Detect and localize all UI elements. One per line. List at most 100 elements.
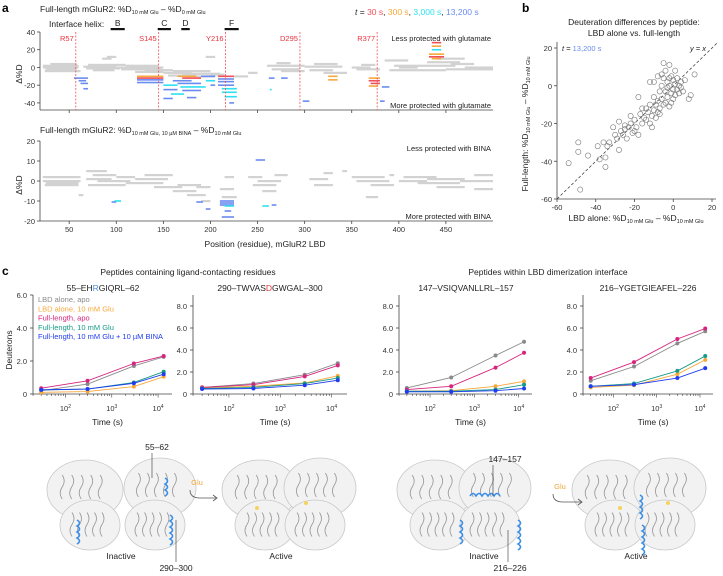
peptide-bar-significant — [217, 80, 235, 83]
scatter-point — [662, 88, 669, 95]
series-point — [131, 381, 136, 386]
panel-b-xlabel: LBD alone: %D10 mM Glu – %D10 mM Glu — [568, 213, 703, 225]
title-highlight-residue: D — [266, 283, 272, 293]
helix-cartoon — [507, 472, 512, 498]
y-tick-label: 2.0 — [567, 368, 577, 377]
peptide-bar-gray — [102, 57, 112, 60]
helix-cartoon — [244, 512, 250, 537]
series-point — [200, 387, 205, 392]
x-tick-label: 200 — [204, 225, 217, 234]
x-tick-label: 100 — [110, 225, 123, 234]
x-tick-label: 400 — [393, 225, 406, 234]
helix-cartoon — [674, 512, 680, 537]
helix-cartoon — [172, 472, 177, 498]
peptide-bar-gray — [88, 184, 126, 187]
scatter-point — [594, 143, 601, 150]
peptide-bar-significant — [281, 77, 288, 79]
interface-helix-name: C — [161, 18, 167, 28]
struct-label-216-226: 216–226 — [493, 563, 526, 573]
peptide-bar-significant — [137, 81, 164, 84]
scatter-point — [641, 114, 648, 121]
x-tick-label: 103 — [275, 404, 286, 413]
helix-cartoon — [469, 512, 475, 537]
tick-base: 10 — [326, 404, 334, 413]
series-line — [590, 330, 706, 382]
helix-cartoon — [617, 512, 622, 537]
peptide-bar-gray — [309, 69, 333, 72]
peptide-bar-gray — [266, 64, 305, 67]
peptide-bar-gray — [86, 178, 112, 181]
helix-cartoon — [427, 512, 432, 537]
glutamate-ligand — [255, 506, 259, 510]
title-pre: 55–EH — [67, 283, 93, 293]
peptide-bar-gray — [120, 68, 162, 71]
panel-b-time: t = 13,200 s — [562, 44, 602, 53]
tick-base: 10 — [106, 404, 114, 413]
interface-helix-bar — [224, 28, 239, 31]
state-active-1: Active — [269, 551, 292, 561]
struct-label-290-300: 290–300 — [159, 563, 192, 573]
scatter-point — [565, 160, 572, 167]
helix-cartoon — [664, 472, 669, 498]
tick-exponent: 4 — [161, 404, 164, 410]
peptide-bar-gray — [97, 180, 131, 183]
interface-helix-name: B — [115, 18, 121, 28]
panel-a-bottom-title: Full-length mGluR2: %D10 mM Glu, 10 µM B… — [40, 125, 241, 137]
protein-domain-cartoon — [284, 499, 346, 551]
peptide-bar-significant — [269, 88, 272, 91]
peptide-bar-significant — [328, 79, 338, 81]
x-axis-label: Time (s) — [92, 417, 123, 427]
scatter-point — [660, 101, 667, 108]
peptide-bar-significant — [379, 100, 385, 102]
y-tick-label: 0 — [389, 390, 393, 399]
scatter-point — [639, 105, 646, 112]
peptide-bar-gray — [403, 176, 437, 179]
scatter-point — [575, 148, 582, 155]
peptide-bar-gray — [78, 194, 84, 197]
scatter-point — [672, 80, 679, 87]
peptide-bar-significant — [186, 96, 197, 99]
highlighted-helix — [516, 519, 522, 551]
scatter-point — [670, 96, 677, 102]
legend-entry: LBD alone, apo — [38, 295, 90, 304]
protein-domain-cartoon — [634, 499, 696, 551]
scatter-point — [664, 94, 671, 100]
series-line — [202, 377, 338, 389]
scatter-point — [647, 120, 653, 127]
scatter-point — [602, 154, 609, 161]
title-pre: 290–TWVAS — [217, 283, 266, 293]
y-tick-label: 0 — [548, 82, 552, 91]
scatter-point — [666, 82, 673, 89]
peptide-bar-gray — [144, 69, 173, 72]
peptide-bar-gray — [125, 64, 159, 67]
peptide-bar-significant — [302, 100, 310, 102]
peptide-bar-gray — [450, 62, 475, 66]
peptide-bar-significant — [370, 82, 380, 85]
scatter-point — [616, 147, 622, 153]
x-tick-label: 103 — [651, 404, 662, 413]
peptide-bar-gray — [314, 184, 333, 187]
series-point — [703, 357, 708, 362]
helix-cartoon — [332, 472, 337, 498]
scatter-point — [627, 113, 634, 119]
scatter-point — [681, 77, 688, 83]
peptide-bar-gray — [361, 63, 376, 66]
panel-a-top-title: Full-length mGluR2: %D10 mM Glu – %D0 mM… — [40, 4, 206, 16]
glutamate-ligand — [618, 506, 622, 510]
tick-exponent: 4 — [334, 404, 337, 410]
tick-base: 10 — [513, 404, 521, 413]
series-point — [703, 366, 708, 371]
peptide-bar-significant — [180, 86, 206, 88]
y-tick-label: 2.0 — [17, 357, 27, 366]
helix-cartoon — [434, 512, 440, 537]
peptide-bar-gray — [309, 178, 329, 181]
helix-cartoon — [584, 474, 590, 500]
peptide-bar-gray — [427, 178, 465, 181]
residue-marker-label: R57 — [60, 34, 74, 43]
peptide-bar-significant — [137, 79, 164, 81]
peptide-bar-gray — [257, 180, 282, 183]
interface-helix-name: F — [229, 18, 234, 28]
protein-domain-cartoon — [124, 499, 186, 551]
peptide-bar-gray — [135, 70, 164, 74]
helix-cartoon — [428, 474, 434, 500]
